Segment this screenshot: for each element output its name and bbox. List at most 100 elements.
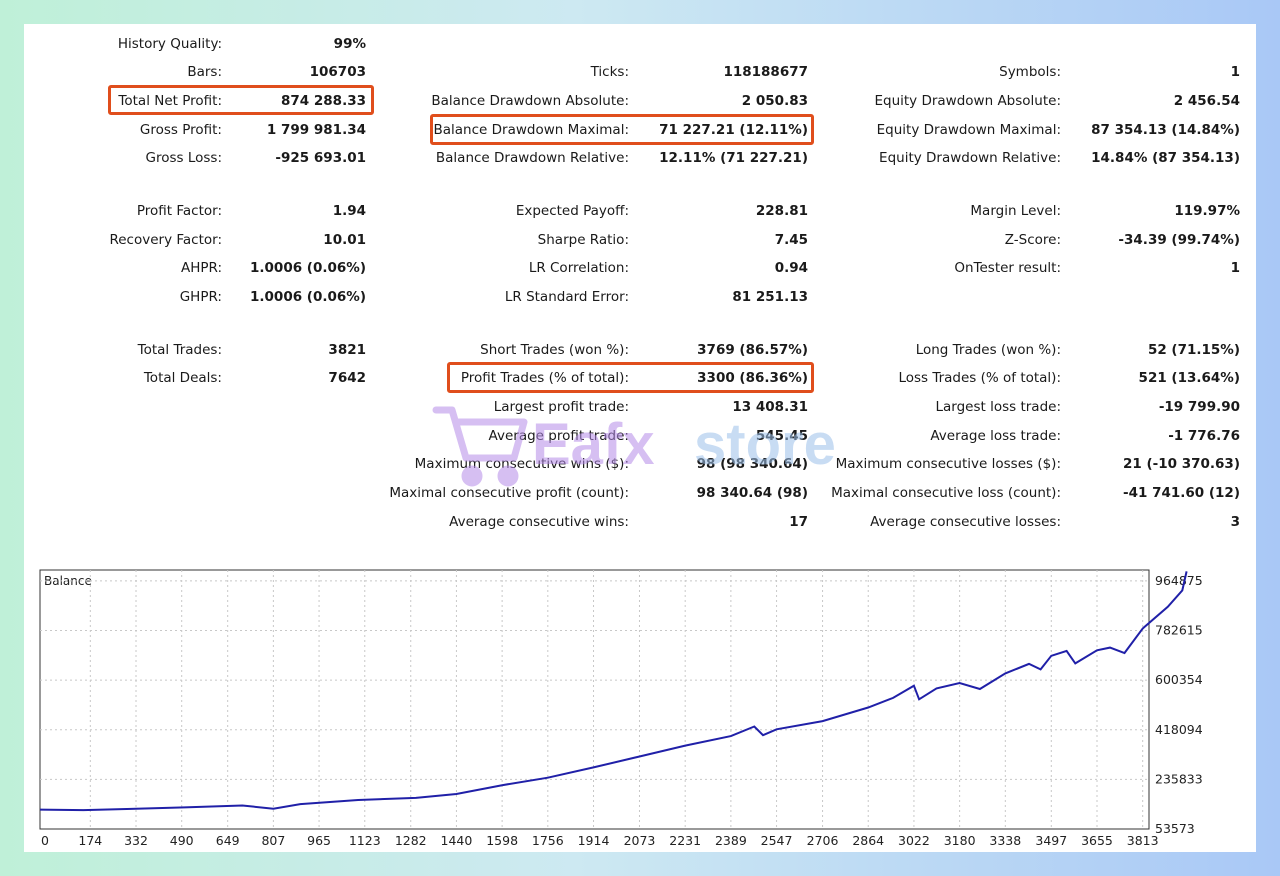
highlight-total-net-profit — [108, 85, 374, 115]
stat-label-ahpr: AHPR: — [180, 260, 222, 276]
x-tick-label: 1123 — [349, 833, 381, 848]
stat-value-total-net-profit: 874 288.33 — [281, 93, 366, 109]
x-axis-ticks: 0 174 332 490 649 807 965 1123 1282 1440 1598 1756 1… — [41, 833, 1159, 848]
stat-label-equity-dd-relative: Equity Drawdown Relative: — [879, 150, 1061, 166]
stat-value-lr-standard-error: 81 251.13 — [732, 289, 808, 305]
stat-label-average-loss-trade: Average loss trade: — [930, 428, 1061, 444]
stat-label-short-trades: Short Trades (won %): — [480, 342, 629, 358]
x-tick-label: 2389 — [715, 833, 747, 848]
stat-value-equity-dd-absolute: 2 456.54 — [1173, 93, 1240, 109]
stat-label-total-trades: Total Trades: — [137, 342, 222, 358]
stat-label-history-quality: History Quality: — [117, 36, 222, 52]
stat-value-ontester-result: 1 — [1230, 260, 1240, 276]
stat-value-equity-dd-relative: 14.84% (87 354.13) — [1091, 150, 1240, 166]
stat-value-ticks: 118188677 — [723, 64, 808, 80]
stat-label-average-consecutive-wins: Average consecutive wins: — [449, 514, 629, 530]
stat-label-profit-factor: Profit Factor: — [136, 203, 222, 219]
x-tick-label: 2706 — [807, 833, 839, 848]
stat-value-long-trades: 52 (71.15%) — [1147, 342, 1240, 358]
stat-label-ticks: Ticks: — [590, 64, 629, 80]
stat-label-equity-dd-absolute: Equity Drawdown Absolute: — [874, 93, 1061, 109]
stat-label-ontester-result: OnTester result: — [954, 260, 1061, 276]
stat-value-sharpe-ratio: 7.45 — [774, 232, 808, 248]
stat-value-gross-profit: 1 799 981.34 — [266, 122, 366, 138]
stat-value-history-quality: 99% — [333, 36, 366, 52]
stat-label-bars: Bars: — [187, 64, 222, 80]
stat-label-expected-payoff: Expected Payoff: — [515, 203, 629, 219]
stat-label-max-consecutive-losses: Maximum consecutive losses ($): — [835, 456, 1061, 472]
x-tick-label: 3022 — [898, 833, 930, 848]
x-tick-label: 3813 — [1127, 833, 1159, 848]
stat-label-maximal-consecutive-profit: Maximal consecutive profit (count): — [389, 485, 629, 501]
x-tick-label: 2864 — [852, 833, 884, 848]
stat-label-sharpe-ratio: Sharpe Ratio: — [537, 232, 629, 248]
stat-value-balance-dd-relative: 12.11% (71 227.21) — [659, 150, 808, 166]
stat-label-ghpr: GHPR: — [179, 289, 222, 305]
chart-title: Balance — [44, 574, 92, 588]
stat-value-expected-payoff: 228.81 — [755, 203, 808, 219]
stat-value-maximal-consecutive-profit: 98 340.64 (98) — [696, 485, 808, 501]
x-tick-label: 3338 — [989, 833, 1021, 848]
stat-label-z-score: Z-Score: — [1004, 232, 1061, 248]
stat-value-largest-profit-trade: 13 408.31 — [732, 399, 808, 415]
stat-label-total-deals: Total Deals: — [143, 370, 222, 386]
stat-label-balance-dd-relative: Balance Drawdown Relative: — [435, 150, 629, 166]
x-tick-label: 2073 — [624, 833, 656, 848]
stat-label-profit-trades: Profit Trades (% of total): — [460, 370, 629, 386]
x-tick-label: 0 — [41, 833, 49, 848]
x-tick-label: 3655 — [1081, 833, 1113, 848]
stat-label-margin-level: Margin Level: — [970, 203, 1061, 219]
x-tick-label: 2547 — [761, 833, 793, 848]
stat-label-average-consecutive-losses: Average consecutive losses: — [870, 514, 1061, 530]
stat-value-equity-dd-maximal: 87 354.13 (14.84%) — [1091, 122, 1240, 138]
stat-value-total-deals: 7642 — [328, 370, 366, 386]
stat-value-balance-dd-maximal: 71 227.21 (12.11%) — [659, 122, 808, 138]
stat-value-max-consecutive-losses: 21 (-10 370.63) — [1122, 456, 1240, 472]
x-tick-label: 649 — [216, 833, 240, 848]
y-tick-label: 782615 — [1155, 623, 1203, 638]
stat-label-equity-dd-maximal: Equity Drawdown Maximal: — [876, 122, 1061, 138]
stat-value-short-trades: 3769 (86.57%) — [697, 342, 808, 358]
highlight-balance-dd-maximal — [430, 114, 814, 145]
stat-value-average-consecutive-wins: 17 — [789, 514, 808, 530]
stat-value-average-consecutive-losses: 3 — [1230, 514, 1240, 530]
x-tick-label: 332 — [124, 833, 148, 848]
x-tick-label: 807 — [261, 833, 285, 848]
stat-label-lr-correlation: LR Correlation: — [528, 260, 629, 276]
stat-label-largest-profit-trade: Largest profit trade: — [493, 399, 629, 415]
y-tick-label: 600354 — [1155, 672, 1203, 687]
stat-value-symbols: 1 — [1230, 64, 1240, 80]
stat-value-ghpr: 1.0006 (0.06%) — [250, 289, 366, 305]
x-tick-label: 2231 — [669, 833, 701, 848]
stat-label-long-trades: Long Trades (won %): — [915, 342, 1061, 358]
stat-label-maximal-consecutive-loss: Maximal consecutive loss (count): — [831, 485, 1061, 501]
stat-label-lr-standard-error: LR Standard Error: — [504, 289, 629, 305]
report-panel: History Quality: 99% Bars: 106703 Total … — [24, 24, 1256, 852]
stat-label-symbols: Symbols: — [999, 64, 1061, 80]
stat-value-maximal-consecutive-loss: -41 741.60 (12) — [1122, 485, 1240, 501]
stat-label-largest-loss-trade: Largest loss trade: — [935, 399, 1061, 415]
x-tick-label: 1282 — [395, 833, 427, 848]
chart-plot-area — [39, 569, 1150, 830]
x-tick-label: 1914 — [578, 833, 610, 848]
stat-label-recovery-factor: Recovery Factor: — [109, 232, 222, 248]
y-tick-label: 53573 — [1155, 821, 1195, 836]
x-tick-label: 1598 — [486, 833, 518, 848]
stat-value-largest-loss-trade: -19 799.90 — [1158, 399, 1240, 415]
x-tick-label: 1440 — [441, 833, 473, 848]
stat-value-loss-trades: 521 (13.64%) — [1138, 370, 1240, 386]
stat-label-balance-dd-maximal: Balance Drawdown Maximal: — [433, 122, 630, 138]
stat-value-ahpr: 1.0006 (0.06%) — [250, 260, 366, 276]
stat-label-total-net-profit: Total Net Profit: — [118, 93, 222, 109]
stat-value-balance-dd-absolute: 2 050.83 — [741, 93, 808, 109]
x-tick-label: 3180 — [944, 833, 976, 848]
stat-label-gross-loss: Gross Loss: — [145, 150, 223, 166]
x-tick-label: 174 — [78, 833, 102, 848]
stat-value-margin-level: 119.97% — [1174, 203, 1240, 219]
stat-value-recovery-factor: 10.01 — [323, 232, 366, 248]
balance-chart: Balance 53573 235833 418094 600354 782615 964… — [39, 569, 1203, 848]
stat-value-max-consecutive-wins: 98 (98 340.64) — [696, 456, 808, 472]
y-tick-label: 418094 — [1155, 722, 1203, 737]
highlight-profit-trades — [447, 362, 814, 393]
x-tick-label: 490 — [170, 833, 194, 848]
